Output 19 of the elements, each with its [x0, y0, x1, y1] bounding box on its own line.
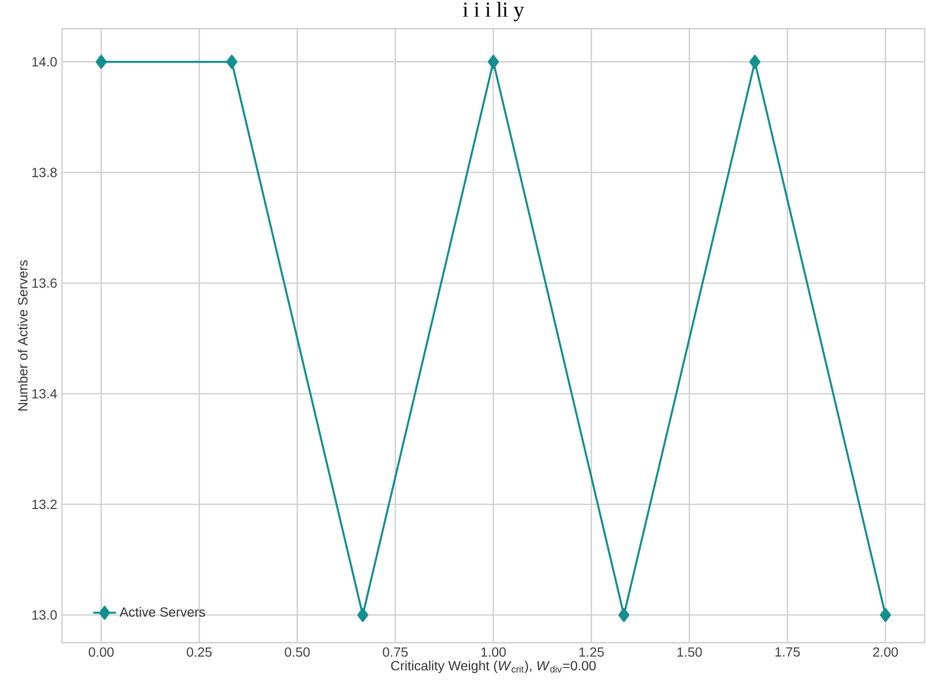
x-tick-label: 0.75	[382, 647, 408, 657]
x-tick-label: 1.50	[677, 647, 702, 657]
y-tick-label: 13.0	[32, 610, 57, 620]
x-tick-label: 1.75	[775, 647, 800, 657]
x-tick-label: 0.50	[284, 647, 310, 657]
y-tick-label: 14.0	[32, 57, 57, 67]
y-tick-label: 13.2	[32, 500, 57, 510]
x-axis-title: Criticality Weight (W$_{crit}$), W$_{div}$=0.00	[391, 660, 596, 674]
y-axis-title: Number of Active Servers	[18, 260, 28, 411]
y-tick-label: 13.4	[32, 389, 57, 398]
x-tick-label: 1.00	[481, 647, 506, 657]
x-tick-label: 1.25	[579, 647, 604, 657]
x-tick-label: 2.00	[873, 647, 898, 657]
x-tick-label: 0.25	[186, 647, 212, 657]
legend-label: Active Servers	[120, 606, 206, 617]
x-tick-label: 0.00	[88, 647, 114, 657]
y-tick-label: 13.8	[32, 168, 57, 178]
y-tick-label: 13.6	[32, 278, 57, 288]
chart-title: i i i li y	[462, 2, 524, 22]
